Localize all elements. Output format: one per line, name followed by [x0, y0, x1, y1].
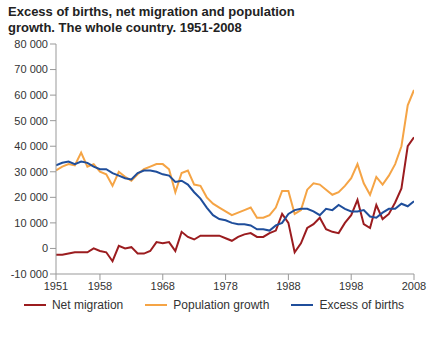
svg-text:1958: 1958 — [88, 280, 112, 292]
svg-text:1998: 1998 — [339, 280, 363, 292]
svg-text:20 000: 20 000 — [14, 191, 48, 203]
svg-text:2008: 2008 — [402, 280, 420, 292]
svg-text:1951: 1951 — [44, 280, 68, 292]
svg-text:50 000: 50 000 — [14, 115, 48, 127]
svg-text:40 000: 40 000 — [14, 140, 48, 152]
svg-text:80 000: 80 000 — [14, 38, 48, 50]
svg-text:-10 000: -10 000 — [11, 268, 48, 280]
svg-text:1978: 1978 — [213, 280, 237, 292]
svg-text:60 000: 60 000 — [14, 89, 48, 101]
svg-text:10 000: 10 000 — [14, 217, 48, 229]
svg-text:70 000: 70 000 — [14, 63, 48, 75]
html-text:Excess of births: Excess of births — [319, 298, 405, 312]
svg-text:1988: 1988 — [276, 280, 300, 292]
svg-text:0: 0 — [42, 242, 48, 254]
html-text:Population growth: Population growth — [173, 298, 270, 312]
svg-text:30 000: 30 000 — [14, 166, 48, 178]
html-text:Excess of births, net migratio: Excess of births, net migration and popu… — [8, 4, 295, 35]
svg-text:1968: 1968 — [151, 280, 175, 292]
html-text:Net migration: Net migration — [51, 298, 124, 312]
